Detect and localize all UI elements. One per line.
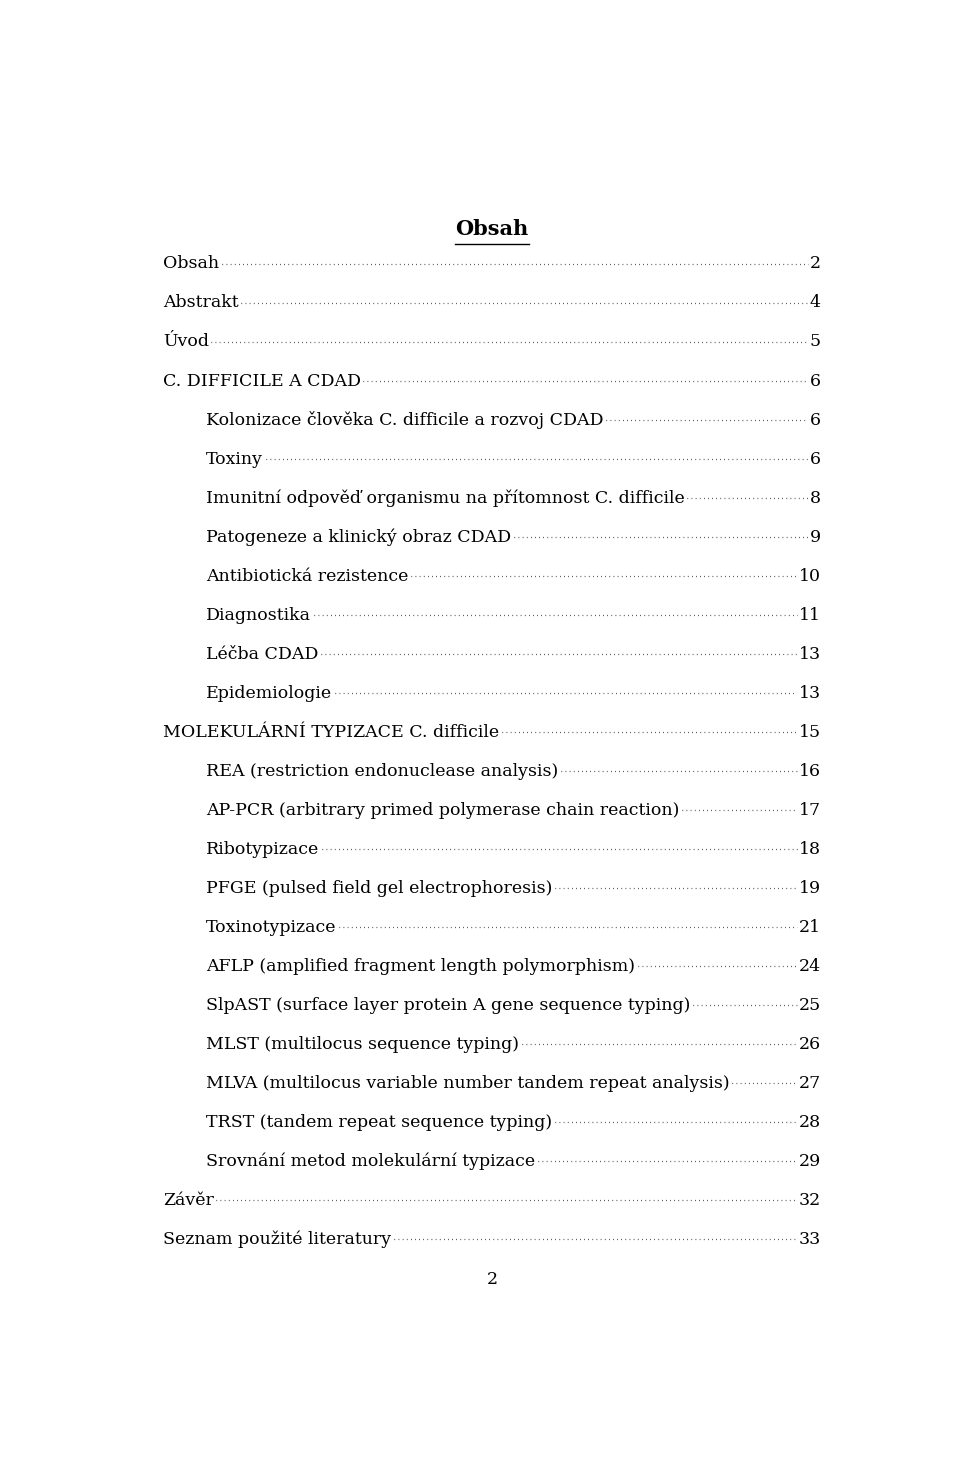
Text: 4: 4	[810, 295, 821, 311]
Text: Patogeneze a klinický obraz CDAD: Patogeneze a klinický obraz CDAD	[206, 528, 512, 545]
Text: Obsah: Obsah	[163, 255, 219, 273]
Text: AFLP (amplified fragment length polymorphism): AFLP (amplified fragment length polymorp…	[206, 957, 636, 975]
Text: 2: 2	[487, 1271, 497, 1289]
Text: Ribotypizace: Ribotypizace	[206, 840, 320, 858]
Text: 9: 9	[809, 529, 821, 545]
Text: TRST (tandem repeat sequence typing): TRST (tandem repeat sequence typing)	[206, 1114, 552, 1130]
Text: 21: 21	[799, 919, 821, 935]
Text: 33: 33	[799, 1231, 821, 1248]
Text: Epidemiologie: Epidemiologie	[206, 685, 332, 702]
Text: 16: 16	[799, 762, 821, 780]
Text: 6: 6	[810, 412, 821, 428]
Text: 2: 2	[809, 255, 821, 273]
Text: Abstrakt: Abstrakt	[163, 295, 239, 311]
Text: 10: 10	[799, 567, 821, 585]
Text: 5: 5	[809, 333, 821, 350]
Text: Imunitní odpověď organismu na přítomnost C. difficile: Imunitní odpověď organismu na přítomnost…	[206, 490, 685, 507]
Text: 29: 29	[799, 1152, 821, 1170]
Text: 15: 15	[799, 724, 821, 740]
Text: 32: 32	[799, 1192, 821, 1209]
Text: Diagnostika: Diagnostika	[206, 607, 311, 623]
Text: 11: 11	[799, 607, 821, 623]
Text: C. DIFFICILE A CDAD: C. DIFFICILE A CDAD	[163, 372, 361, 390]
Text: Antibiotická rezistence: Antibiotická rezistence	[206, 567, 409, 585]
Text: Závěr: Závěr	[163, 1192, 214, 1209]
Text: 6: 6	[810, 450, 821, 468]
Text: 17: 17	[799, 802, 821, 818]
Text: 28: 28	[799, 1114, 821, 1130]
Text: AP-PCR (arbitrary primed polymerase chain reaction): AP-PCR (arbitrary primed polymerase chai…	[206, 802, 680, 818]
Text: PFGE (pulsed field gel electrophoresis): PFGE (pulsed field gel electrophoresis)	[206, 880, 553, 897]
Text: Toxinotypizace: Toxinotypizace	[206, 919, 337, 935]
Text: 13: 13	[799, 685, 821, 702]
Text: SlpAST (surface layer protein A gene sequence typing): SlpAST (surface layer protein A gene seq…	[206, 997, 690, 1013]
Text: MLVA (multilocus variable number tandem repeat analysis): MLVA (multilocus variable number tandem …	[206, 1075, 730, 1092]
Text: Toxiny: Toxiny	[206, 450, 263, 468]
Text: Kolonizace člověka C. difficile a rozvoj CDAD: Kolonizace člověka C. difficile a rozvoj…	[206, 410, 604, 430]
Text: Léčba CDAD: Léčba CDAD	[206, 645, 319, 663]
Text: MOLEKULÁRNÍ TYPIZACE C. difficile: MOLEKULÁRNÍ TYPIZACE C. difficile	[163, 724, 499, 740]
Text: 13: 13	[799, 645, 821, 663]
Text: 26: 26	[799, 1035, 821, 1053]
Text: 27: 27	[799, 1075, 821, 1092]
Text: MLST (multilocus sequence typing): MLST (multilocus sequence typing)	[206, 1035, 519, 1053]
Text: Seznam použité literatury: Seznam použité literatury	[163, 1230, 392, 1248]
Text: Obsah: Obsah	[455, 218, 529, 239]
Text: 24: 24	[799, 957, 821, 975]
Text: 6: 6	[810, 372, 821, 390]
Text: 25: 25	[799, 997, 821, 1013]
Text: 18: 18	[799, 840, 821, 858]
Text: REA (restriction endonuclease analysis): REA (restriction endonuclease analysis)	[206, 762, 559, 780]
Text: Úvod: Úvod	[163, 333, 209, 350]
Text: 8: 8	[810, 490, 821, 507]
Text: 19: 19	[799, 880, 821, 897]
Text: Srovnání metod molekulární typizace: Srovnání metod molekulární typizace	[206, 1152, 536, 1170]
